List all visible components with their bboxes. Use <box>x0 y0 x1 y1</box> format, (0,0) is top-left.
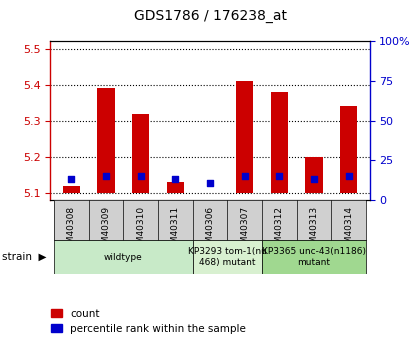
Point <box>241 174 248 179</box>
Point <box>276 174 283 179</box>
Bar <box>167 182 184 193</box>
Text: GSM40309: GSM40309 <box>101 206 110 255</box>
Bar <box>132 114 149 193</box>
Point <box>137 174 144 179</box>
Text: KP3293 tom-1(nu
468) mutant: KP3293 tom-1(nu 468) mutant <box>188 247 267 267</box>
Text: GSM40313: GSM40313 <box>310 206 319 255</box>
Point <box>345 174 352 179</box>
Text: GDS1786 / 176238_at: GDS1786 / 176238_at <box>134 9 286 23</box>
Text: GSM40311: GSM40311 <box>171 206 180 255</box>
Point <box>207 180 213 185</box>
Text: GSM40314: GSM40314 <box>344 206 353 255</box>
Text: wildtype: wildtype <box>104 253 143 262</box>
Point <box>172 177 178 182</box>
Text: strain  ▶: strain ▶ <box>2 252 47 262</box>
Bar <box>305 157 323 193</box>
Bar <box>236 81 253 193</box>
Text: GSM40312: GSM40312 <box>275 206 284 255</box>
Text: KP3365 unc-43(n1186)
mutant: KP3365 unc-43(n1186) mutant <box>262 247 366 267</box>
Text: GSM40306: GSM40306 <box>205 206 215 255</box>
Legend: count, percentile rank within the sample: count, percentile rank within the sample <box>47 305 250 338</box>
Bar <box>340 106 357 193</box>
Bar <box>97 88 115 193</box>
Point <box>68 177 75 182</box>
Bar <box>63 186 80 193</box>
Text: GSM40310: GSM40310 <box>136 206 145 255</box>
FancyBboxPatch shape <box>54 240 193 274</box>
FancyBboxPatch shape <box>193 240 262 274</box>
Text: GSM40308: GSM40308 <box>67 206 76 255</box>
Bar <box>271 92 288 193</box>
FancyBboxPatch shape <box>262 240 366 274</box>
Point <box>311 177 318 182</box>
Point <box>102 174 109 179</box>
Text: GSM40307: GSM40307 <box>240 206 249 255</box>
